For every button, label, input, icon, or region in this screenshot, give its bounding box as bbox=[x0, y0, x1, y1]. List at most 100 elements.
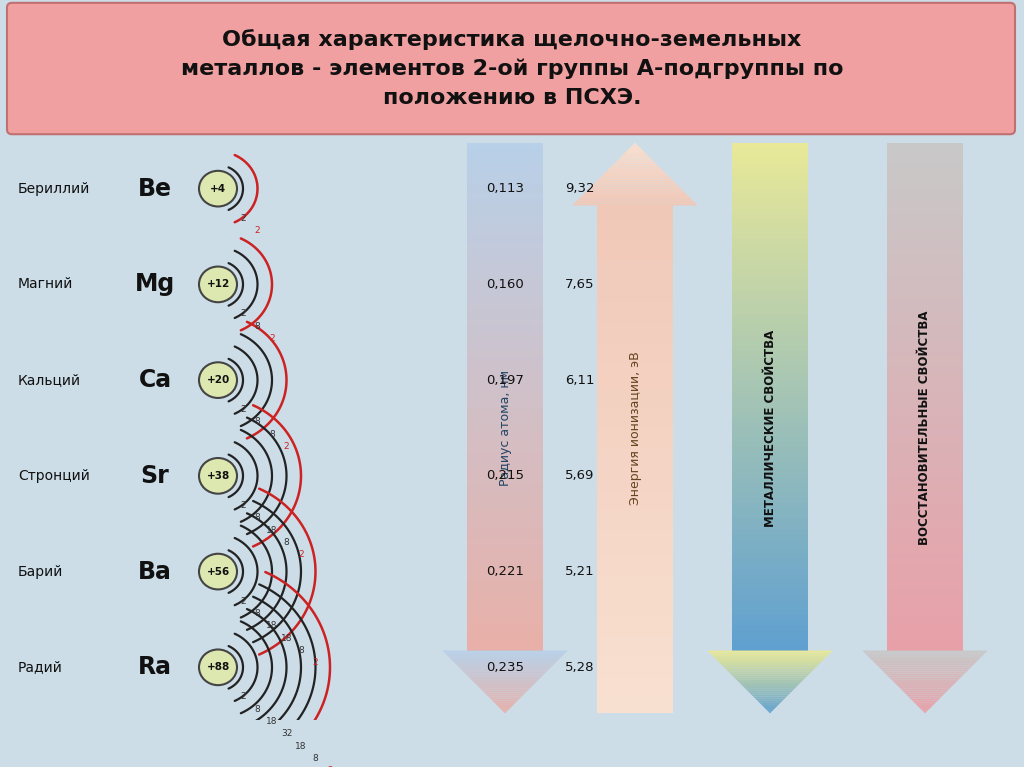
Bar bbox=[887, 594, 963, 600]
Polygon shape bbox=[593, 183, 677, 185]
Bar bbox=[732, 315, 808, 321]
Polygon shape bbox=[710, 653, 830, 655]
Bar bbox=[732, 646, 808, 650]
Text: 0,160: 0,160 bbox=[486, 278, 524, 291]
Bar bbox=[887, 458, 963, 463]
Bar bbox=[597, 373, 673, 378]
Bar bbox=[732, 249, 808, 255]
Polygon shape bbox=[484, 693, 526, 694]
Bar bbox=[597, 403, 673, 409]
Polygon shape bbox=[736, 680, 804, 682]
Bar bbox=[887, 447, 963, 453]
Bar bbox=[732, 620, 808, 625]
Bar bbox=[732, 635, 808, 640]
Bar bbox=[887, 244, 963, 249]
Bar bbox=[467, 300, 543, 305]
Bar bbox=[597, 581, 673, 586]
Text: 0,113: 0,113 bbox=[486, 182, 524, 195]
Bar bbox=[887, 300, 963, 305]
Bar bbox=[597, 444, 673, 449]
Bar bbox=[597, 485, 673, 490]
Bar bbox=[597, 221, 673, 225]
Text: 5,28: 5,28 bbox=[565, 661, 595, 674]
Bar bbox=[887, 356, 963, 361]
Bar bbox=[732, 518, 808, 524]
Bar bbox=[467, 255, 543, 259]
Bar bbox=[732, 229, 808, 234]
Polygon shape bbox=[478, 686, 532, 688]
Bar bbox=[732, 391, 808, 397]
Text: Радиус атома, нм: Радиус атома, нм bbox=[499, 370, 512, 486]
Polygon shape bbox=[614, 162, 656, 163]
Bar bbox=[597, 622, 673, 627]
Bar bbox=[597, 597, 673, 601]
Polygon shape bbox=[886, 673, 965, 676]
Bar bbox=[732, 183, 808, 189]
Bar bbox=[887, 538, 963, 544]
Bar bbox=[467, 331, 543, 336]
Bar bbox=[732, 244, 808, 249]
Polygon shape bbox=[495, 703, 515, 705]
Text: Ba: Ba bbox=[138, 560, 172, 584]
Bar bbox=[887, 432, 963, 437]
Polygon shape bbox=[595, 180, 675, 183]
Bar bbox=[887, 528, 963, 534]
Bar bbox=[887, 625, 963, 630]
Bar bbox=[467, 453, 543, 458]
Polygon shape bbox=[904, 693, 946, 694]
Bar bbox=[732, 569, 808, 574]
Bar bbox=[467, 468, 543, 472]
Text: 6,11: 6,11 bbox=[565, 374, 595, 387]
Bar bbox=[597, 490, 673, 495]
Polygon shape bbox=[463, 671, 547, 673]
Bar bbox=[597, 541, 673, 545]
Polygon shape bbox=[451, 659, 559, 661]
Bar bbox=[732, 493, 808, 499]
Bar bbox=[732, 381, 808, 387]
Text: Барий: Барий bbox=[18, 565, 63, 578]
Bar bbox=[887, 331, 963, 336]
Bar bbox=[887, 265, 963, 270]
Text: +88: +88 bbox=[207, 663, 229, 673]
Bar bbox=[467, 640, 543, 646]
Bar bbox=[887, 295, 963, 300]
Bar bbox=[467, 625, 543, 630]
Bar bbox=[597, 384, 673, 388]
Bar bbox=[467, 443, 543, 447]
Bar bbox=[732, 483, 808, 488]
Polygon shape bbox=[625, 151, 645, 153]
Polygon shape bbox=[608, 168, 663, 170]
Bar bbox=[597, 281, 673, 287]
Bar bbox=[732, 590, 808, 594]
Bar bbox=[597, 210, 673, 216]
Bar bbox=[467, 173, 543, 178]
Polygon shape bbox=[902, 690, 948, 693]
Text: МЕТАЛЛИЧЕСКИЕ СВОЙСТВА: МЕТАЛЛИЧЕСКИЕ СВОЙСТВА bbox=[764, 329, 776, 527]
Bar bbox=[467, 163, 543, 168]
Bar bbox=[887, 472, 963, 478]
Bar bbox=[467, 351, 543, 356]
Bar bbox=[467, 554, 543, 559]
Bar bbox=[732, 331, 808, 336]
Bar bbox=[887, 503, 963, 509]
Bar bbox=[732, 214, 808, 219]
Polygon shape bbox=[621, 155, 649, 157]
Bar bbox=[887, 305, 963, 311]
Bar bbox=[597, 439, 673, 444]
Bar bbox=[732, 594, 808, 600]
Bar bbox=[467, 397, 543, 402]
Bar bbox=[467, 422, 543, 427]
Bar bbox=[887, 224, 963, 229]
Bar bbox=[732, 346, 808, 351]
Polygon shape bbox=[597, 178, 673, 180]
Bar bbox=[597, 328, 673, 332]
Bar bbox=[467, 391, 543, 397]
Bar bbox=[732, 402, 808, 407]
Bar bbox=[887, 259, 963, 265]
Bar bbox=[597, 454, 673, 459]
Bar bbox=[887, 417, 963, 422]
Bar bbox=[597, 434, 673, 439]
Bar bbox=[467, 229, 543, 234]
Bar bbox=[467, 590, 543, 594]
Bar bbox=[732, 189, 808, 193]
